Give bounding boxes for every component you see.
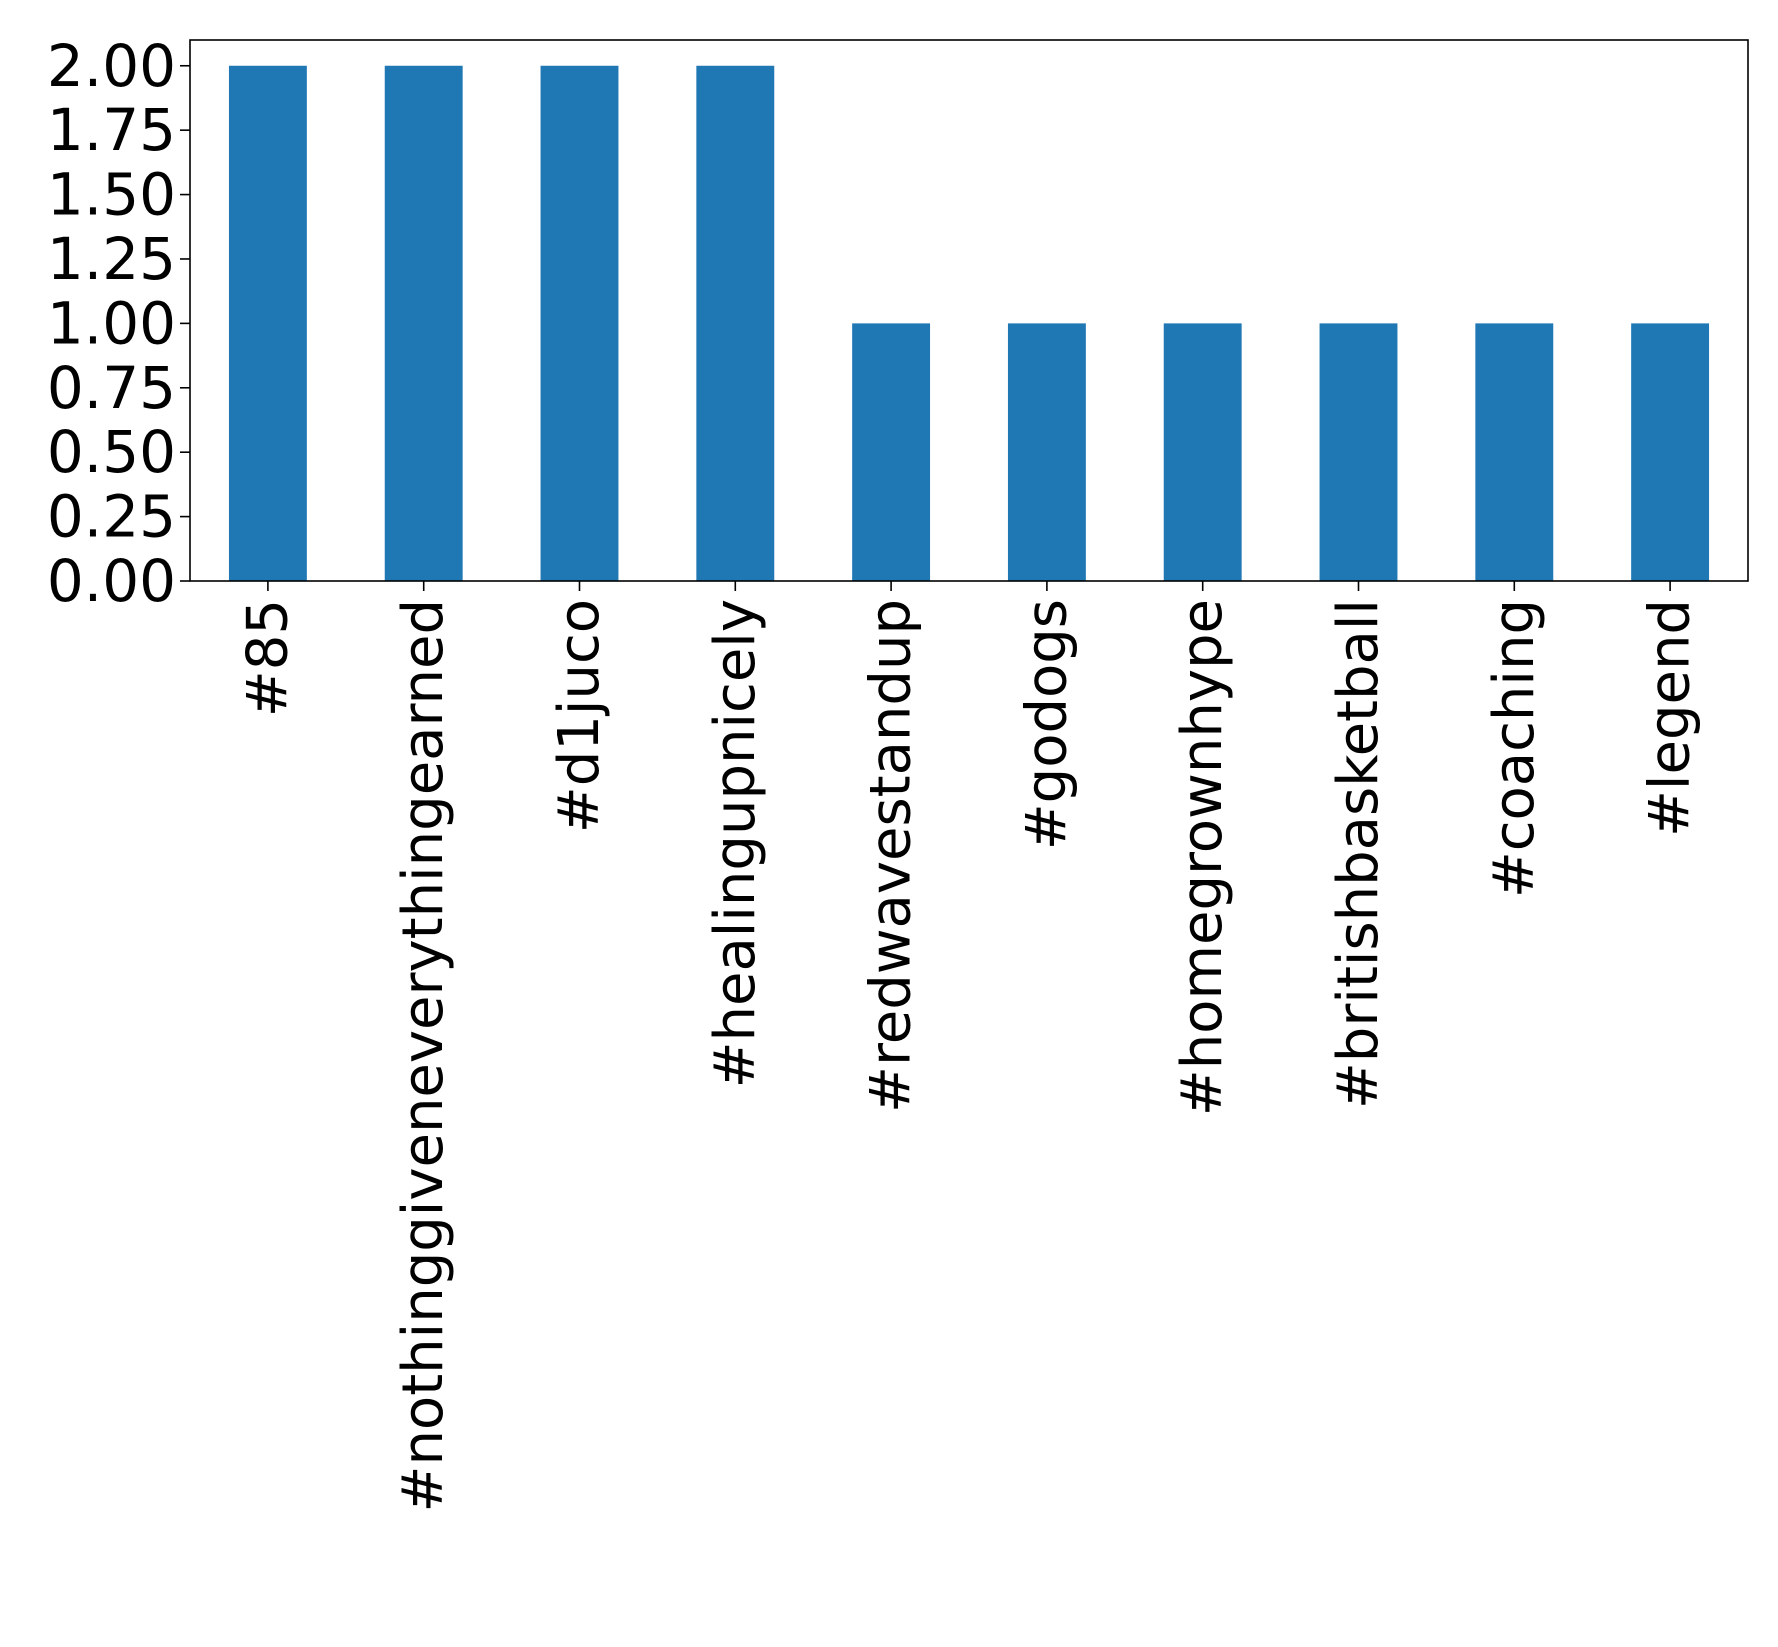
y-tick-label-0: 0.00 xyxy=(47,547,176,615)
bar-6 xyxy=(1163,323,1242,581)
x-tick-label-5: #godogs xyxy=(1014,599,1079,850)
bar-1 xyxy=(384,65,463,581)
y-tick-label-4: 1.00 xyxy=(47,289,176,357)
x-tick-label-4: #redwavestandup xyxy=(859,599,924,1113)
bar-0 xyxy=(228,65,307,581)
bar-4 xyxy=(852,323,931,581)
y-axis: 0.000.250.500.751.001.251.501.752.00 xyxy=(47,32,190,615)
y-tick-label-1: 0.25 xyxy=(47,483,176,551)
x-tick-label-2: #d1juco xyxy=(547,599,612,833)
bar-8 xyxy=(1475,323,1554,581)
axes-frame xyxy=(189,39,1749,582)
x-tick-label-0: #85 xyxy=(235,599,300,717)
x-tick-label-7: #britishbasketball xyxy=(1326,599,1391,1109)
y-tick-label-3: 0.75 xyxy=(47,354,176,422)
y-tick-label-6: 1.50 xyxy=(47,161,176,229)
y-tick-label-8: 2.00 xyxy=(47,32,176,100)
y-tick-label-2: 0.50 xyxy=(47,418,176,486)
bar-3 xyxy=(696,65,775,581)
x-tick-label-9: #legend xyxy=(1638,599,1703,837)
bar-2 xyxy=(540,65,619,581)
x-tick-label-8: #coaching xyxy=(1482,599,1547,898)
y-tick-label-7: 1.75 xyxy=(47,96,176,164)
bars-layer xyxy=(228,65,1710,581)
bar-5 xyxy=(1007,323,1086,581)
bar-7 xyxy=(1319,323,1398,581)
x-tick-label-3: #healingupnicely xyxy=(703,599,768,1088)
x-tick-label-6: #homegrownhype xyxy=(1170,599,1235,1116)
bar-9 xyxy=(1631,323,1710,581)
x-tick-label-1: #nothinggiveneverythingearned xyxy=(391,599,456,1512)
x-axis: #85 #nothinggiveneverythingearned #d1juco #… xyxy=(235,581,1703,1512)
y-tick-label-5: 1.25 xyxy=(47,225,176,293)
